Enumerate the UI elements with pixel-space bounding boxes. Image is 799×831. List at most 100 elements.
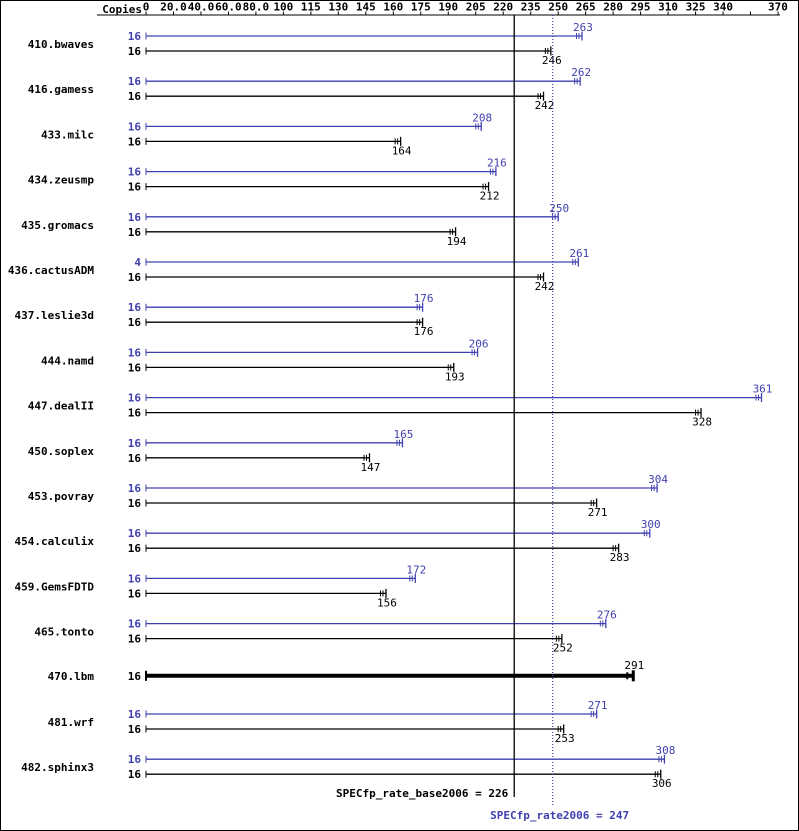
base-value-label: 291 bbox=[624, 659, 644, 672]
base-result-summary: SPECfp_rate_base2006 = 226 bbox=[336, 787, 509, 800]
x-axis-tick-label: 190 bbox=[438, 1, 458, 14]
x-axis-tick-label: 80.0 bbox=[243, 1, 270, 14]
x-axis-tick-label: 0 bbox=[143, 1, 150, 14]
peak-copies: 16 bbox=[128, 30, 142, 43]
peak-copies: 16 bbox=[128, 301, 142, 314]
peak-copies: 16 bbox=[128, 527, 142, 540]
benchmark-label: 453.povray bbox=[28, 490, 95, 503]
benchmark-label: 434.zeusmp bbox=[28, 174, 95, 187]
peak-value-label: 304 bbox=[648, 473, 668, 486]
benchmark-label: 447.dealII bbox=[28, 400, 94, 413]
peak-copies: 16 bbox=[128, 120, 142, 133]
peak-value-label: 361 bbox=[753, 383, 773, 396]
peak-value-label: 271 bbox=[588, 699, 608, 712]
x-axis-tick-label: 265 bbox=[576, 1, 596, 14]
benchmark-label: 435.gromacs bbox=[21, 219, 94, 232]
base-value-label: 283 bbox=[610, 551, 630, 564]
base-copies: 16 bbox=[128, 670, 142, 683]
x-axis-tick-label: 115 bbox=[301, 1, 321, 14]
base-copies: 16 bbox=[128, 497, 142, 510]
base-value-label: 193 bbox=[445, 370, 465, 383]
x-axis-tick-label: 325 bbox=[686, 1, 706, 14]
benchmark-label: 436.cactusADM bbox=[8, 264, 94, 277]
x-axis-tick-label: 370 bbox=[768, 1, 788, 14]
base-value-label: 147 bbox=[361, 461, 381, 474]
base-copies: 16 bbox=[128, 45, 142, 58]
base-value-label: 194 bbox=[447, 235, 467, 248]
peak-copies: 16 bbox=[128, 437, 142, 450]
x-axis-tick-label: 40.0 bbox=[188, 1, 215, 14]
base-copies: 16 bbox=[128, 407, 142, 420]
benchmark-label: 450.soplex bbox=[28, 445, 95, 458]
peak-value-label: 165 bbox=[394, 428, 414, 441]
x-axis-tick-label: 130 bbox=[328, 1, 348, 14]
peak-value-label: 206 bbox=[469, 337, 489, 350]
benchmark-label: 410.bwaves bbox=[28, 38, 94, 51]
peak-copies: 16 bbox=[128, 618, 142, 631]
x-axis-tick-label: 145 bbox=[356, 1, 376, 14]
base-copies: 16 bbox=[128, 452, 142, 465]
base-copies: 16 bbox=[128, 768, 142, 781]
peak-copies: 16 bbox=[128, 708, 142, 721]
benchmark-label: 433.milc bbox=[41, 128, 94, 141]
base-value-label: 212 bbox=[480, 190, 500, 203]
peak-copies: 16 bbox=[128, 572, 142, 585]
base-value-label: 242 bbox=[535, 280, 555, 293]
base-value-label: 246 bbox=[542, 54, 562, 67]
peak-copies: 16 bbox=[128, 346, 142, 359]
base-value-label: 156 bbox=[377, 596, 397, 609]
base-value-label: 253 bbox=[555, 732, 575, 745]
peak-copies: 16 bbox=[128, 753, 142, 766]
base-copies: 16 bbox=[128, 135, 142, 148]
x-axis-tick-label: 235 bbox=[521, 1, 541, 14]
peak-value-label: 172 bbox=[406, 563, 426, 576]
peak-value-label: 208 bbox=[472, 111, 492, 124]
peak-value-label: 176 bbox=[414, 292, 434, 305]
peak-copies: 16 bbox=[128, 166, 142, 179]
peak-value-label: 216 bbox=[487, 157, 507, 170]
base-value-label: 176 bbox=[414, 325, 434, 338]
base-copies: 16 bbox=[128, 226, 142, 239]
peak-result-summary: SPECfp_rate2006 = 247 bbox=[490, 809, 630, 822]
x-axis-tick-label: 160 bbox=[383, 1, 403, 14]
base-copies: 16 bbox=[128, 181, 142, 194]
x-axis-tick-label: 295 bbox=[631, 1, 651, 14]
benchmark-label: 454.calculix bbox=[15, 535, 95, 548]
base-value-label: 306 bbox=[652, 777, 672, 790]
benchmark-label: 459.GemsFDTD bbox=[15, 580, 95, 593]
x-axis-tick-label: 205 bbox=[466, 1, 486, 14]
copies-column-header: Copies bbox=[102, 3, 142, 16]
base-copies: 16 bbox=[128, 271, 142, 284]
x-axis-tick-label: 250 bbox=[548, 1, 568, 14]
x-axis-tick-label: 175 bbox=[411, 1, 431, 14]
base-copies: 16 bbox=[128, 90, 142, 103]
peak-value-label: 300 bbox=[641, 518, 661, 531]
base-value-label: 252 bbox=[553, 642, 573, 655]
benchmark-label: 437.leslie3d bbox=[15, 309, 94, 322]
peak-copies: 4 bbox=[134, 256, 141, 269]
base-copies: 16 bbox=[128, 316, 142, 329]
peak-value-label: 250 bbox=[549, 202, 569, 215]
peak-copies: 16 bbox=[128, 482, 142, 495]
peak-value-label: 261 bbox=[569, 247, 589, 260]
benchmark-label: 465.tonto bbox=[34, 626, 94, 639]
x-axis-tick-label: 280 bbox=[603, 1, 623, 14]
base-copies: 16 bbox=[128, 542, 142, 555]
benchmark-label: 481.wrf bbox=[48, 716, 94, 729]
peak-copies: 16 bbox=[128, 211, 142, 224]
peak-value-label: 276 bbox=[597, 609, 617, 622]
x-axis-tick-label: 60.0 bbox=[215, 1, 242, 14]
benchmark-label: 470.lbm bbox=[48, 670, 95, 683]
benchmark-label: 482.sphinx3 bbox=[21, 761, 94, 774]
peak-copies: 16 bbox=[128, 392, 142, 405]
peak-value-label: 262 bbox=[571, 66, 591, 79]
x-axis-tick-label: 20.0 bbox=[160, 1, 187, 14]
base-copies: 16 bbox=[128, 723, 142, 736]
peak-copies: 16 bbox=[128, 75, 142, 88]
benchmark-label: 444.namd bbox=[41, 354, 94, 367]
peak-value-label: 263 bbox=[573, 21, 593, 34]
x-axis-tick-label: 220 bbox=[493, 1, 513, 14]
base-value-label: 164 bbox=[392, 144, 412, 157]
